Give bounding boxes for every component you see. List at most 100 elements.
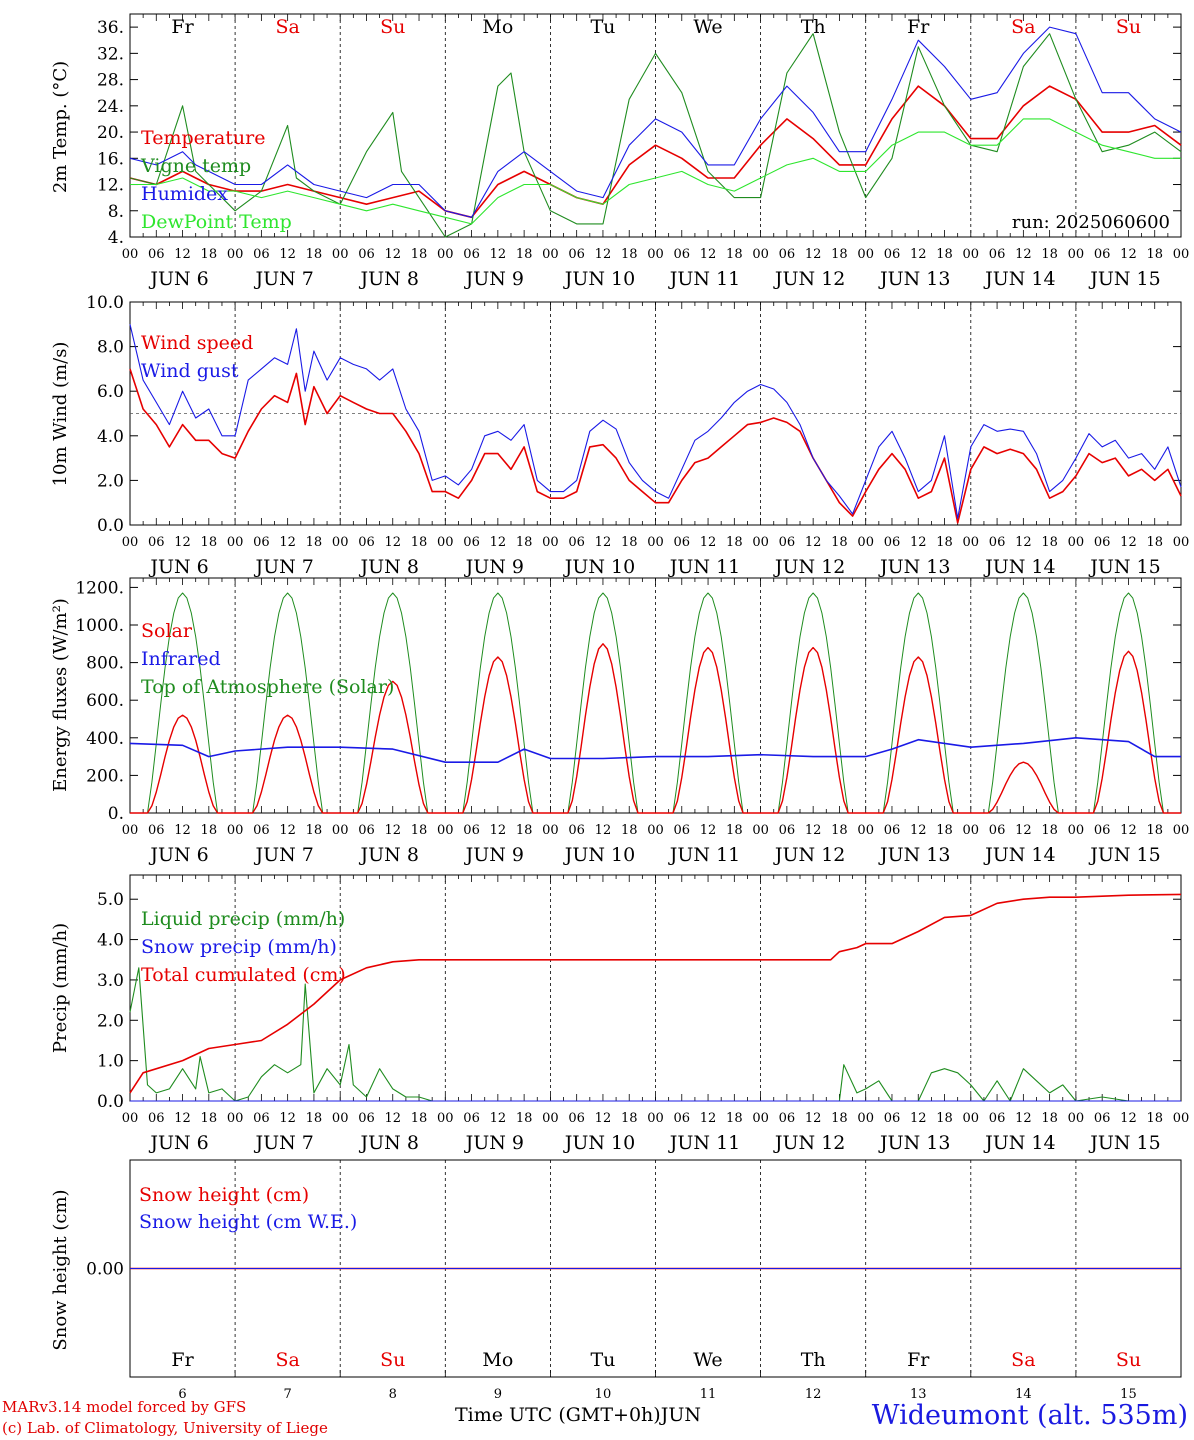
hour-tick-label: 12: [700, 535, 717, 550]
hour-tick-label: 18: [411, 247, 428, 262]
hour-tick-label: 06: [674, 823, 691, 838]
hour-tick-label: 00: [963, 823, 980, 838]
day-name-bottom: Fr: [907, 1349, 930, 1371]
series-line-vigne-temp: [129, 33, 1182, 238]
legend-entry: Wind speed: [141, 332, 253, 354]
hour-tick-label: 06: [358, 1111, 375, 1126]
y-tick-label: 20.: [97, 123, 124, 143]
hour-tick-label: 12: [1120, 247, 1137, 262]
day-name-bottom: Sa: [275, 1349, 299, 1371]
hour-tick-label: 06: [463, 535, 480, 550]
date-label: JUN 13: [878, 844, 950, 866]
legend-entry: Wind gust: [141, 360, 239, 382]
hour-tick-label: 12: [805, 247, 822, 262]
y-tick-label: 1200.: [75, 578, 124, 598]
day-number-label: 12: [805, 1387, 822, 1402]
hour-tick-label: 18: [936, 247, 953, 262]
hour-tick-label: 12: [700, 823, 717, 838]
hour-tick-label: 00: [227, 823, 244, 838]
hour-tick-label: 00: [122, 823, 139, 838]
y-axis-title: Precip (mm/h): [50, 923, 71, 1053]
hour-tick-label: 00: [752, 535, 769, 550]
hour-tick-label: 12: [490, 247, 507, 262]
y-tick-label: 3.0: [97, 971, 124, 991]
hour-tick-label: 18: [726, 1111, 743, 1126]
hour-tick-label: 12: [805, 1111, 822, 1126]
hour-tick-label: 12: [910, 247, 927, 262]
hour-tick-label: 00: [437, 247, 454, 262]
hour-tick-label: 06: [148, 535, 165, 550]
hour-tick-label: 00: [122, 247, 139, 262]
hour-tick-label: 12: [384, 1111, 401, 1126]
date-label: JUN 7: [253, 1132, 313, 1154]
hour-tick-label: 18: [1041, 535, 1058, 550]
y-tick-label: 2.0: [97, 1011, 124, 1031]
hour-tick-label: 00: [227, 1111, 244, 1126]
y-tick-label: 36.: [97, 18, 124, 38]
hour-tick-label: 06: [674, 247, 691, 262]
date-label: JUN 6: [148, 1132, 208, 1154]
day-number-label: 11: [700, 1387, 717, 1402]
day-number-label: 9: [494, 1387, 502, 1402]
hour-tick-label: 18: [621, 823, 638, 838]
hour-tick-label: 18: [411, 1111, 428, 1126]
day-name-top: Sa: [1011, 16, 1035, 38]
hour-tick-label: 00: [857, 535, 874, 550]
date-label: JUN 9: [464, 844, 524, 866]
hour-tick-label: 18: [831, 1111, 848, 1126]
date-label: JUN 7: [253, 844, 313, 866]
day-number-label: 15: [1120, 1387, 1137, 1402]
hour-tick-label: 12: [1015, 535, 1032, 550]
y-tick-label: 4.: [108, 228, 124, 248]
date-label: JUN 7: [253, 556, 313, 578]
hour-tick-label: 12: [1120, 1111, 1137, 1126]
day-number-label: 8: [389, 1387, 397, 1402]
legend-entry: Snow height (cm): [139, 1184, 309, 1206]
hour-tick-label: 06: [253, 535, 270, 550]
hour-tick-label: 00: [437, 823, 454, 838]
hour-tick-label: 00: [1068, 823, 1085, 838]
hour-tick-label: 18: [1041, 247, 1058, 262]
date-label: JUN 11: [668, 1132, 740, 1154]
hour-tick-label: 12: [805, 535, 822, 550]
hour-tick-label: 18: [621, 247, 638, 262]
hour-tick-label: 18: [306, 823, 323, 838]
hour-tick-label: 12: [595, 247, 612, 262]
hour-tick-label: 12: [595, 823, 612, 838]
hour-tick-label: 18: [1146, 535, 1163, 550]
hour-tick-label: 00: [963, 535, 980, 550]
legend-entry: Solar: [141, 620, 193, 642]
hour-tick-label: 18: [726, 535, 743, 550]
hour-tick-label: 06: [148, 1111, 165, 1126]
hour-tick-label: 00: [857, 823, 874, 838]
y-tick-label: 5.0: [97, 890, 124, 910]
hour-tick-label: 06: [989, 823, 1006, 838]
x-axis-month: JUN: [660, 1404, 701, 1426]
hour-tick-label: 18: [831, 247, 848, 262]
y-tick-label: 0.0: [97, 516, 124, 536]
series-line-infrared: [129, 736, 1181, 764]
date-label: JUN 13: [878, 1132, 950, 1154]
hour-tick-label: 12: [700, 247, 717, 262]
hour-tick-label: 18: [936, 823, 953, 838]
date-label: JUN 8: [359, 844, 419, 866]
hour-tick-label: 00: [542, 247, 559, 262]
y-tick-label: 200.: [86, 766, 124, 786]
date-label: JUN 8: [359, 556, 419, 578]
legend-entry: Snow precip (mm/h): [141, 936, 337, 958]
y-tick-label: 4.0: [97, 427, 124, 447]
hour-tick-label: 00: [542, 1111, 559, 1126]
y-axis-title: Energy fluxes (W/m²): [50, 598, 71, 792]
series-line-humidex: [129, 26, 1182, 218]
y-tick-label: 10.0: [86, 293, 124, 313]
hour-tick-label: 12: [595, 535, 612, 550]
day-number-label: 6: [178, 1387, 186, 1402]
day-name-bottom: Th: [801, 1349, 826, 1371]
hour-tick-label: 00: [1068, 535, 1085, 550]
y-axis-title: Snow height (cm): [50, 1189, 71, 1350]
date-label: JUN 15: [1088, 844, 1160, 866]
day-name-top: Fr: [907, 16, 930, 38]
legend-entry: Snow height (cm W.E.): [139, 1211, 357, 1233]
hour-tick-label: 18: [306, 247, 323, 262]
hour-tick-label: 00: [227, 535, 244, 550]
